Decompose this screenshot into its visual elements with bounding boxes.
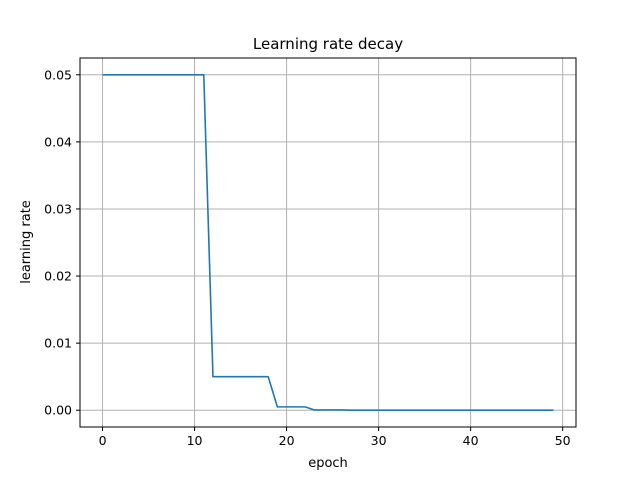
chart-title: Learning rate decay	[253, 35, 403, 53]
y-axis-label: learning rate	[19, 200, 34, 284]
x-tick-label: 20	[279, 433, 295, 448]
x-axis-label: epoch	[308, 456, 348, 471]
y-tick-label: 0.02	[44, 269, 72, 284]
y-tick-label: 0.05	[44, 67, 72, 82]
y-tick-label: 0.00	[44, 403, 72, 418]
x-tick-label: 0	[99, 433, 107, 448]
x-tick-label: 50	[555, 433, 571, 448]
y-tick-label: 0.04	[44, 134, 72, 149]
x-tick-label: 10	[187, 433, 203, 448]
y-tick-label: 0.01	[44, 336, 72, 351]
plot-frame	[79, 57, 577, 428]
series-line	[102, 73, 554, 411]
x-tick-label: 40	[463, 433, 479, 448]
series-layer	[102, 73, 554, 411]
x-tick-label: 30	[371, 433, 387, 448]
ticks: 0 10 20 30 40 50 0.00 0.01 0.02 0.03 0.04 0.05	[44, 67, 571, 448]
y-tick-label: 0.03	[44, 201, 72, 216]
